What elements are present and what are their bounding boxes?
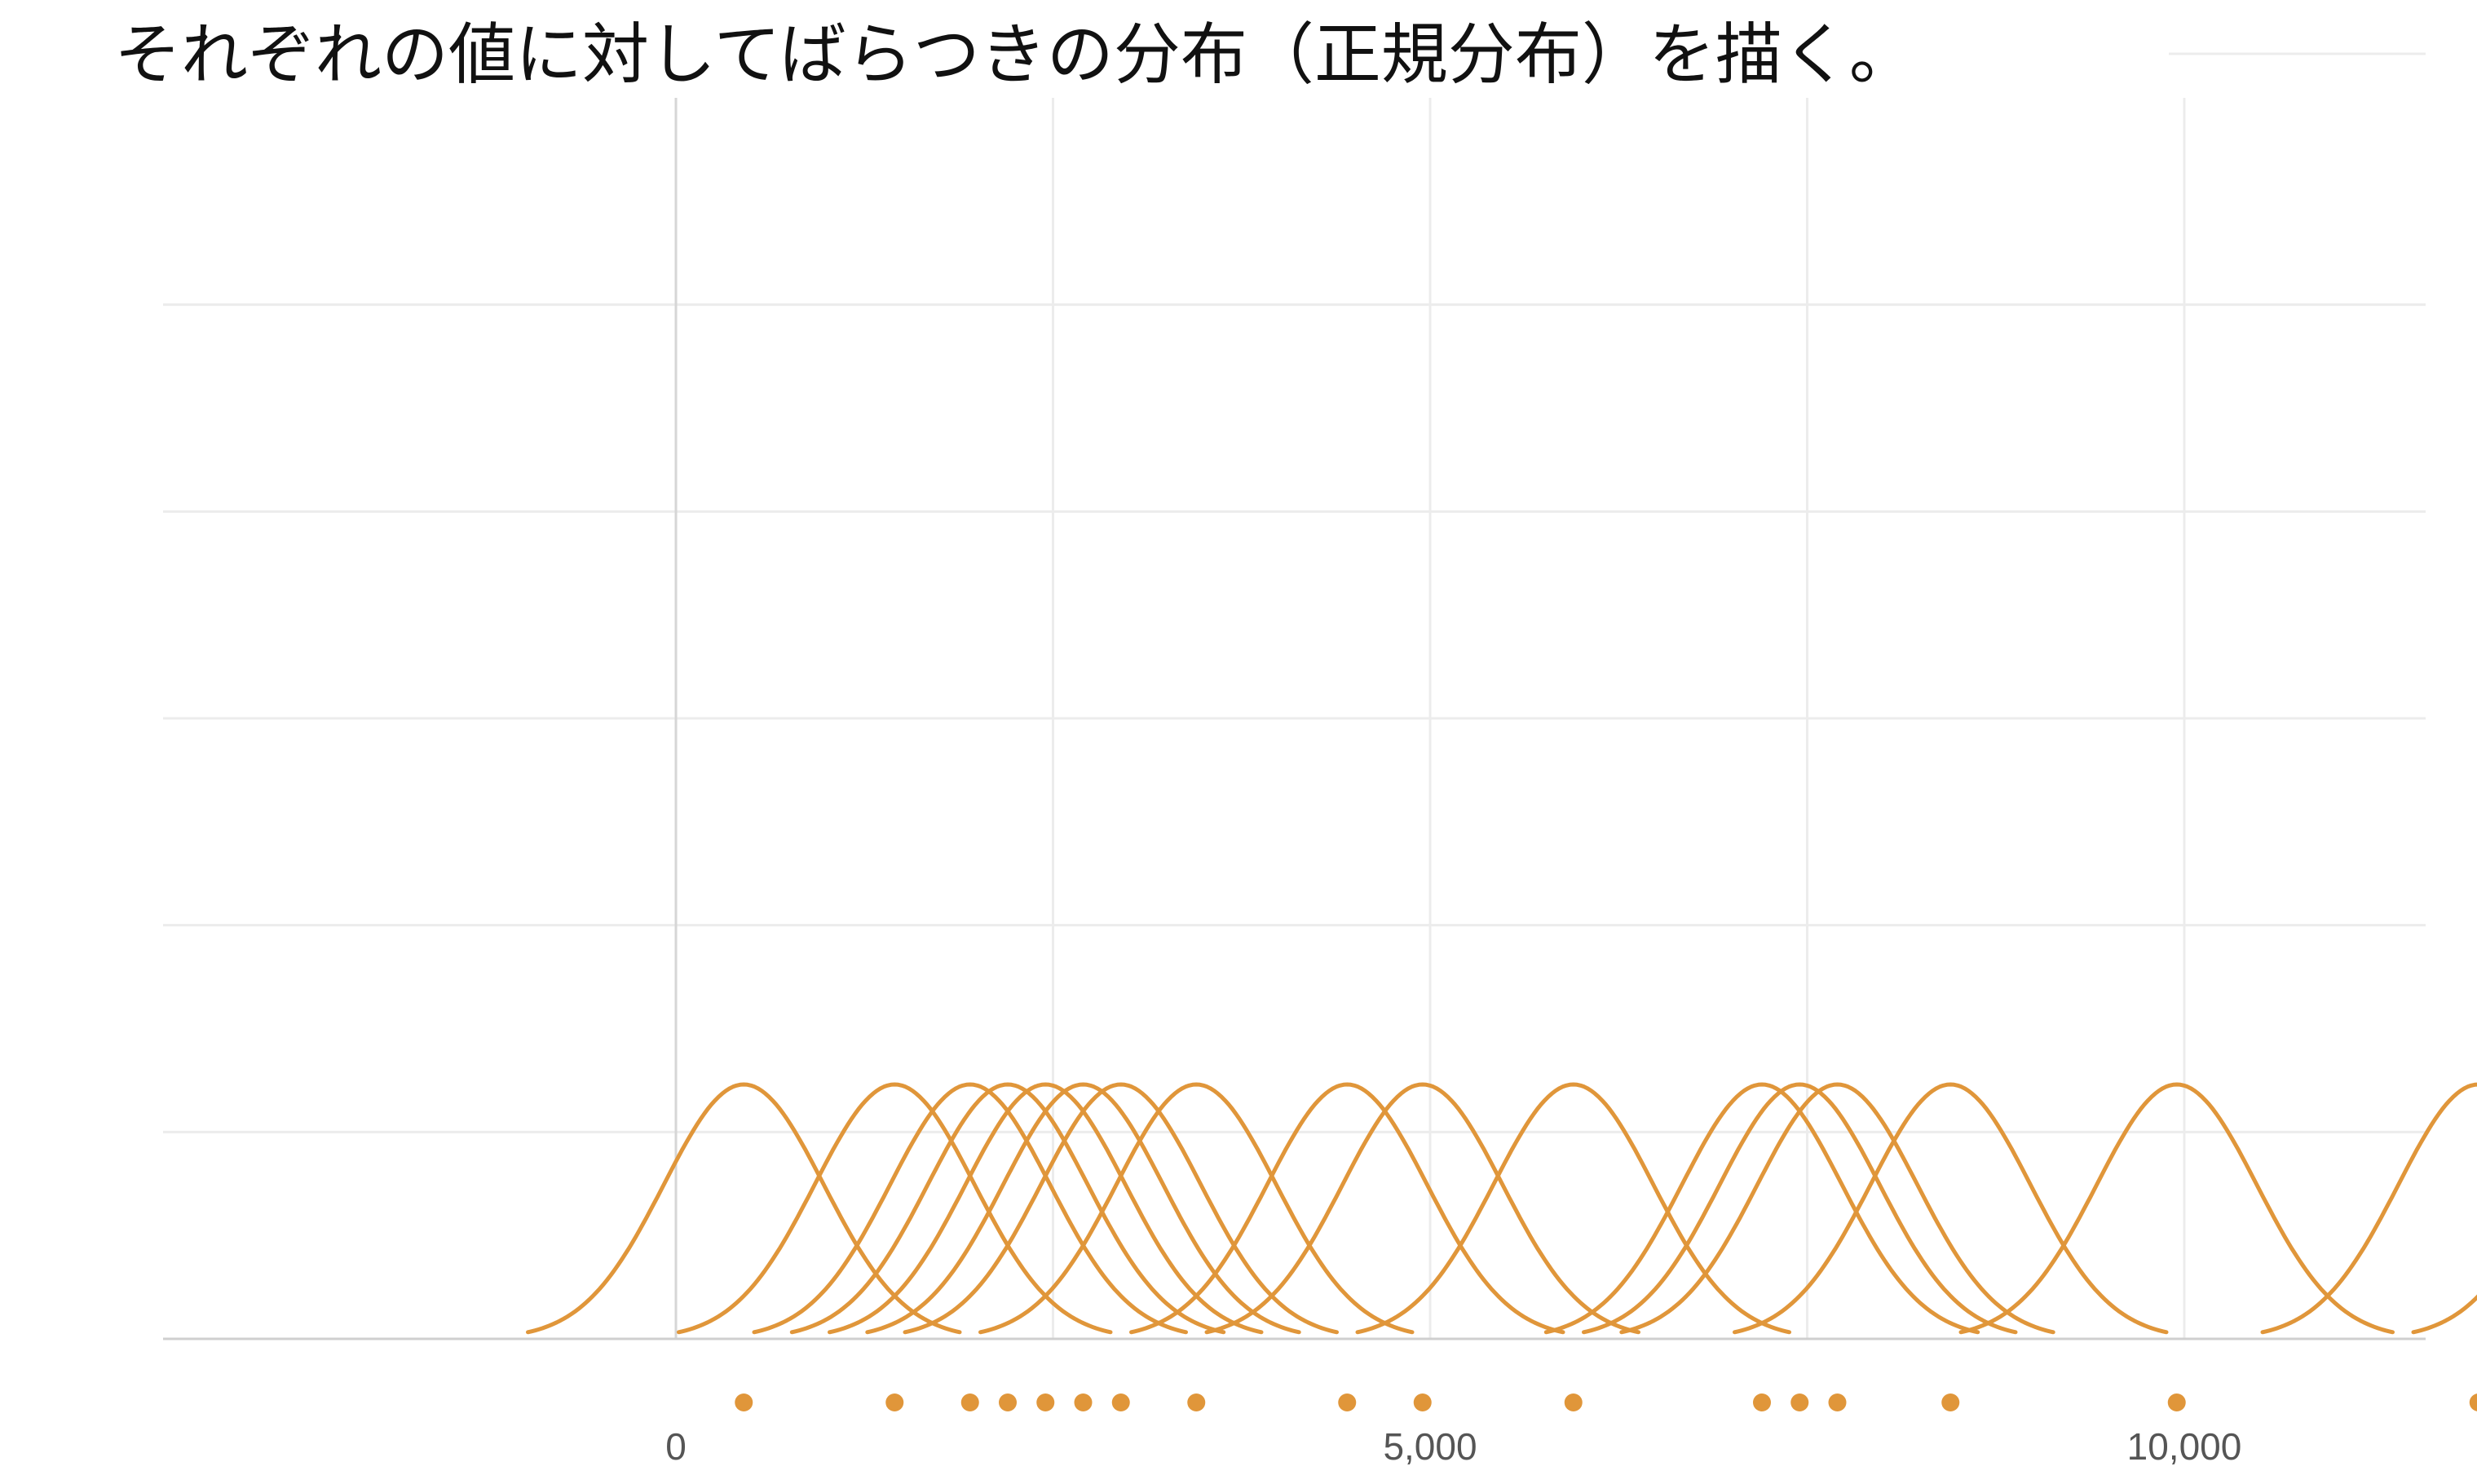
density-curve-12 xyxy=(1543,1082,1980,1335)
density-curve-15 xyxy=(1733,1082,2169,1335)
density-curve-4 xyxy=(789,1082,1226,1335)
x-tick-label-2: 5,000 xyxy=(1383,1425,1477,1468)
density-curve-8 xyxy=(978,1082,1415,1335)
data-points xyxy=(735,1393,2477,1411)
density-curve-11 xyxy=(1355,1082,1791,1335)
data-point-8 xyxy=(1187,1393,1206,1411)
data-point-14 xyxy=(1828,1393,1847,1411)
data-point-15 xyxy=(1941,1393,1960,1411)
data-point-7 xyxy=(1111,1393,1130,1411)
data-point-2 xyxy=(885,1393,904,1411)
density-curve-1 xyxy=(526,1082,962,1335)
density-curve-5 xyxy=(828,1082,1264,1335)
density-curve-10 xyxy=(1204,1082,1640,1335)
density-curve-7 xyxy=(903,1082,1339,1335)
density-curves xyxy=(526,1082,2477,1335)
density-curve-16 xyxy=(1958,1082,2395,1335)
density-curve-18 xyxy=(2411,1294,2477,1335)
gridlines xyxy=(163,98,2426,1339)
density-curve-14 xyxy=(1619,1082,2055,1335)
x-tick-label-1: 0 xyxy=(665,1425,687,1468)
data-point-6 xyxy=(1074,1393,1093,1411)
density-curve-6 xyxy=(865,1082,1301,1335)
density-curve-3 xyxy=(752,1082,1188,1335)
chart-title: それぞれの値に対してばらつきの分布（正規分布）を描く。 xyxy=(114,16,1916,94)
data-point-11 xyxy=(1564,1393,1583,1411)
x-tick-labels: 0 5,000 10,000 xyxy=(665,1425,2241,1468)
density-curve-2 xyxy=(677,1082,1113,1335)
data-point-4 xyxy=(999,1393,1017,1411)
data-point-10 xyxy=(1413,1393,1432,1411)
data-point-5 xyxy=(1036,1393,1055,1411)
data-point-3 xyxy=(960,1393,979,1411)
x-tick-label-3: 10,000 xyxy=(2127,1425,2242,1468)
data-point-9 xyxy=(1338,1393,1357,1411)
data-point-12 xyxy=(1753,1393,1771,1411)
density-curve-17 xyxy=(2260,1082,2477,1335)
data-point-13 xyxy=(1790,1393,1809,1411)
data-point-17 xyxy=(2469,1393,2477,1411)
data-point-1 xyxy=(735,1393,753,1411)
density-curve-9 xyxy=(1129,1082,1565,1335)
data-point-16 xyxy=(2167,1393,2186,1411)
density-curve-13 xyxy=(1582,1082,2018,1335)
